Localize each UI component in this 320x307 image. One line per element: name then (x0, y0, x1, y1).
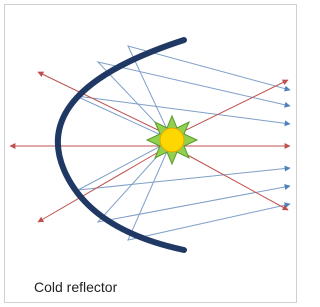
diagram: Cold reflector (0, 0, 301, 307)
caption: Cold reflector (34, 279, 118, 295)
